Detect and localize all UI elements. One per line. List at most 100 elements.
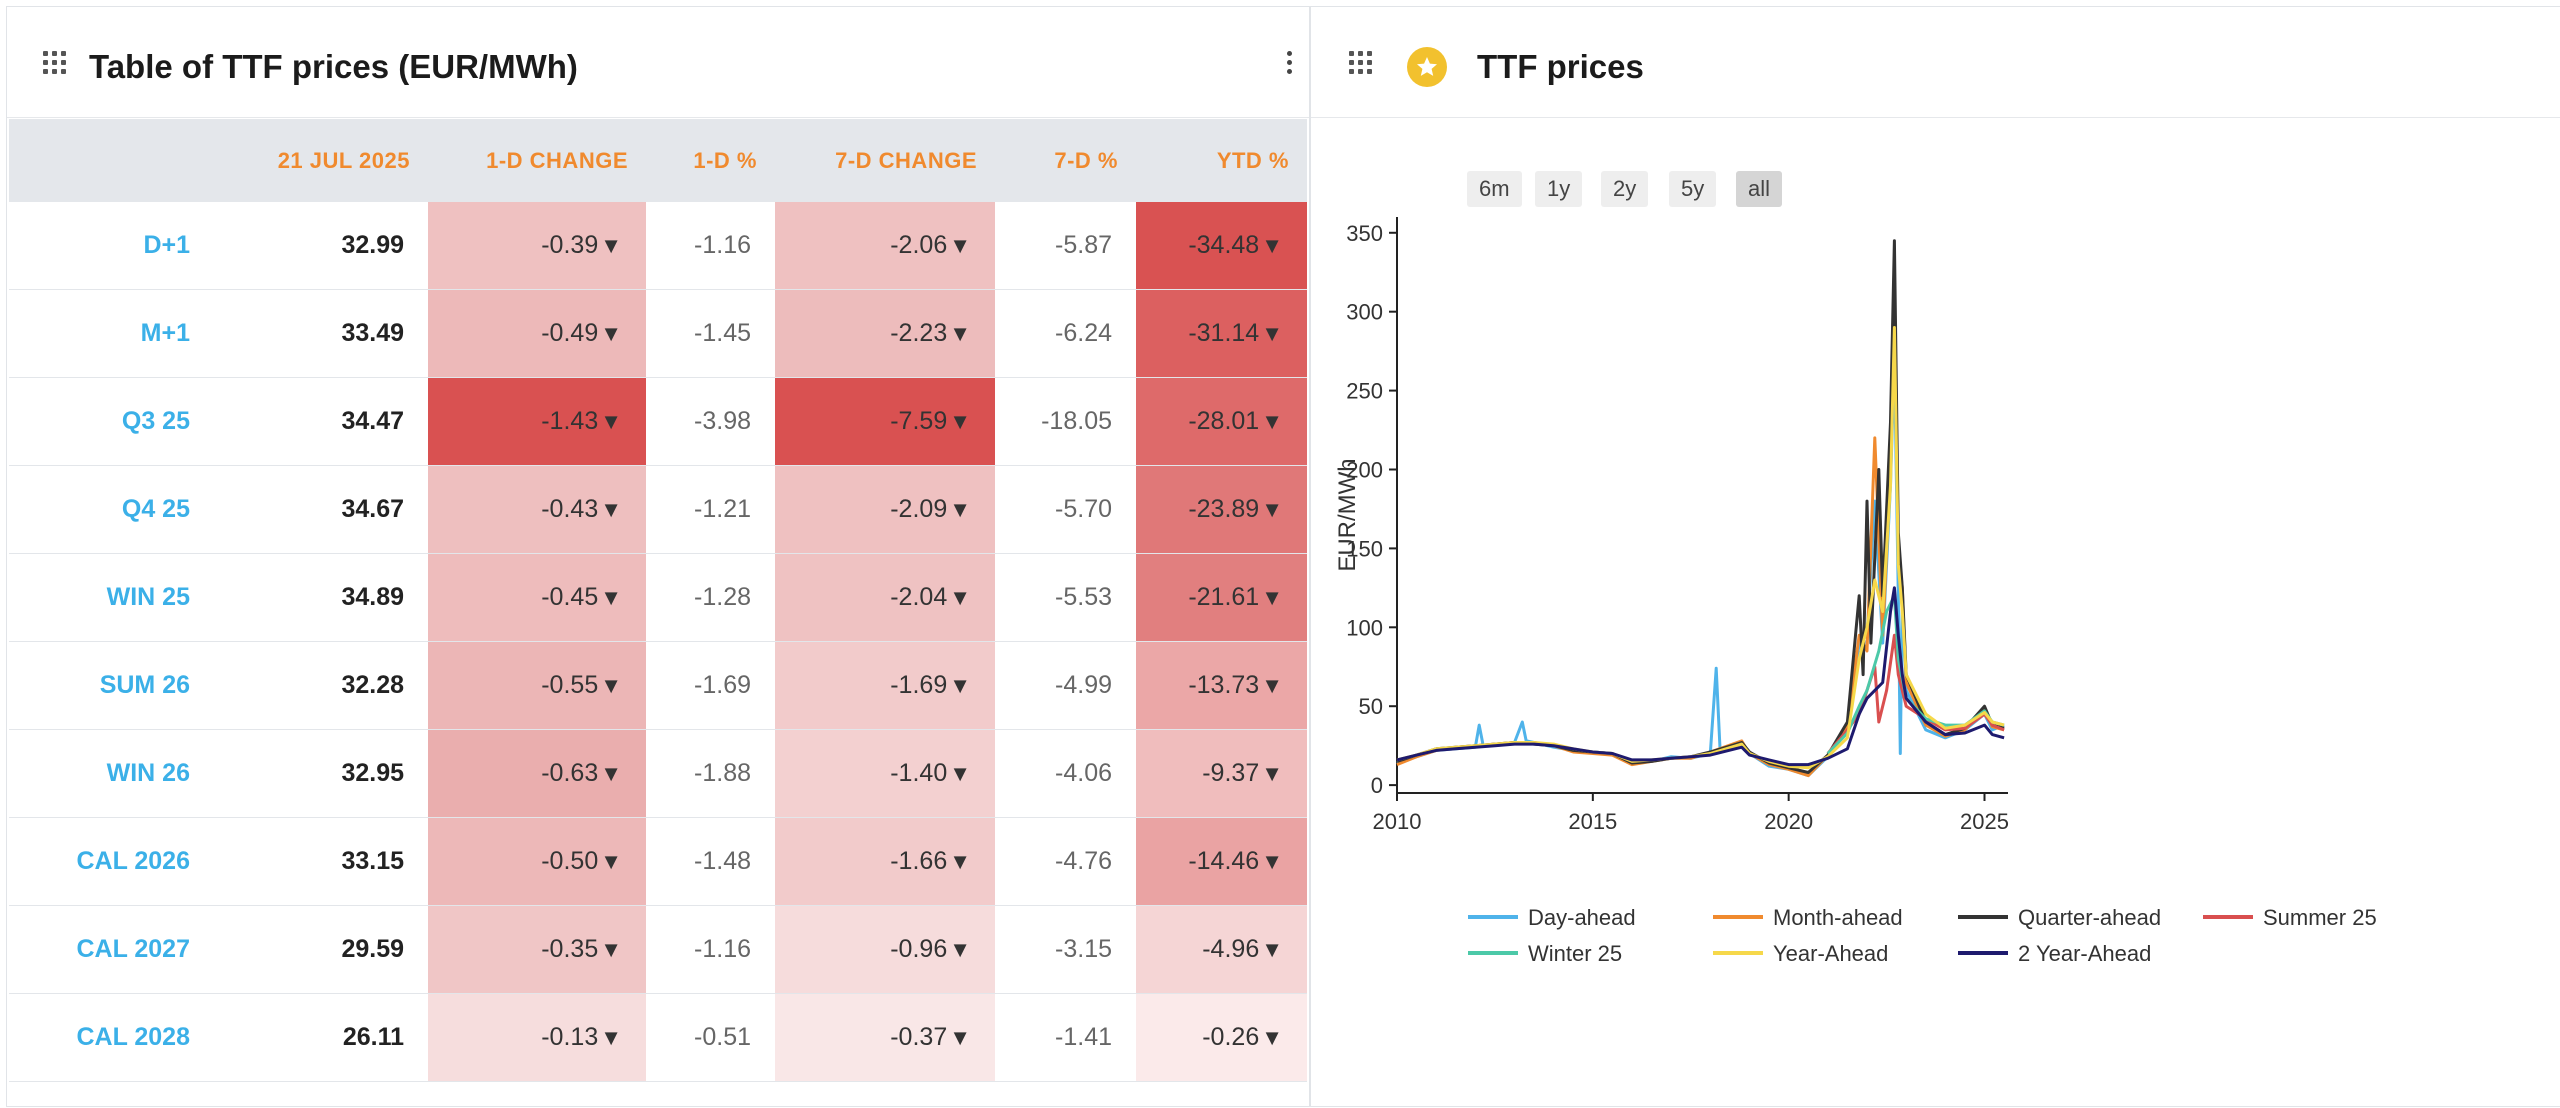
legend-item-year-ahead[interactable]: Year-Ahead bbox=[1713, 941, 1888, 966]
series-line-2-year-ahead[interactable] bbox=[1396, 586, 2005, 767]
column-header-7d-pct[interactable]: 7-D % bbox=[995, 119, 1136, 202]
column-header-7d-change[interactable]: 7-D CHANGE bbox=[775, 119, 995, 202]
range-button-all[interactable]: all bbox=[1736, 171, 1783, 207]
seven-day-change-cell: -2.04▼ bbox=[775, 553, 995, 642]
drag-handle-icon[interactable] bbox=[1349, 51, 1372, 74]
chart-legend: Day-ahead Month-ahead Quarter-ahead Summer … bbox=[1468, 905, 2377, 966]
range-button-6m[interactable]: 6m bbox=[1467, 171, 1522, 207]
table-row[interactable]: WIN 26 32.95 -0.63▼ -1.88 -1.40▼ -4.06 -9.37▼ bbox=[9, 729, 1307, 818]
row-label[interactable]: CAL 2028 bbox=[9, 993, 214, 1082]
table-row[interactable]: SUM 26 32.28 -0.55▼ -1.69 -1.69▼ -4.99 -13.73▼ bbox=[9, 641, 1307, 730]
seven-day-change-cell: -1.69▼ bbox=[775, 641, 995, 730]
one-day-pct-cell: -1.48 bbox=[646, 817, 775, 906]
column-header-ytd-pct[interactable]: YTD % bbox=[1136, 119, 1307, 202]
down-arrow-icon: ▼ bbox=[949, 585, 971, 610]
one-day-change-cell: -0.55▼ bbox=[428, 641, 646, 730]
cell-value: -2.23 bbox=[890, 319, 948, 347]
cell-value: -1.16 bbox=[694, 935, 751, 963]
cell-value: -0.45 bbox=[541, 583, 599, 611]
cell-value: -1.16 bbox=[694, 231, 751, 259]
row-label[interactable]: CAL 2026 bbox=[9, 817, 214, 906]
seven-day-pct-cell: -5.70 bbox=[995, 465, 1136, 554]
x-tick-label: 2020 bbox=[1764, 809, 1813, 834]
range-button-1y[interactable]: 1y bbox=[1535, 171, 1583, 207]
table-row[interactable]: WIN 25 34.89 -0.45▼ -1.28 -2.04▼ -5.53 -21.61▼ bbox=[9, 553, 1307, 642]
table-panel-header: Table of TTF prices (EUR/MWh) bbox=[7, 7, 1309, 118]
table-row[interactable]: CAL 2026 33.15 -0.50▼ -1.48 -1.66▼ -4.76 -14.4… bbox=[9, 817, 1307, 906]
table-row[interactable]: M+1 33.49 -0.49▼ -1.45 -2.23▼ -6.24 -31.14▼ bbox=[9, 289, 1307, 378]
table-row[interactable]: CAL 2027 29.59 -0.35▼ -1.16 -0.96▼ -3.15 -4.96… bbox=[9, 905, 1307, 994]
cell-value: 32.95 bbox=[341, 759, 404, 787]
one-day-pct-cell: -1.16 bbox=[646, 202, 775, 290]
column-header-date[interactable]: 21 JUL 2025 bbox=[214, 119, 428, 202]
range-button-2y[interactable]: 2y bbox=[1601, 171, 1649, 207]
row-label[interactable]: Q4 25 bbox=[9, 465, 214, 554]
row-label[interactable]: SUM 26 bbox=[9, 641, 214, 730]
one-day-pct-cell: -1.45 bbox=[646, 289, 775, 378]
cell-value: 33.15 bbox=[341, 847, 404, 875]
down-arrow-icon: ▼ bbox=[600, 585, 622, 610]
legend-item-2-year-ahead[interactable]: 2 Year-Ahead bbox=[1958, 941, 2151, 966]
down-arrow-icon: ▼ bbox=[949, 321, 971, 346]
cell-value: CAL 2027 bbox=[76, 935, 191, 963]
down-arrow-icon: ▼ bbox=[600, 409, 622, 434]
cell-value: -0.51 bbox=[694, 1023, 751, 1051]
down-arrow-icon: ▼ bbox=[1261, 849, 1283, 874]
price-table-panel: Table of TTF prices (EUR/MWh) 21 JUL 202… bbox=[6, 6, 1310, 1107]
down-arrow-icon: ▼ bbox=[600, 497, 622, 522]
seven-day-pct-cell: -4.76 bbox=[995, 817, 1136, 906]
cell-value: 34.89 bbox=[341, 583, 404, 611]
legend-item-month-ahead[interactable]: Month-ahead bbox=[1713, 905, 1903, 930]
cell-value: -1.41 bbox=[1055, 1023, 1112, 1051]
down-arrow-icon: ▼ bbox=[600, 849, 622, 874]
legend-label: 2 Year-Ahead bbox=[2018, 941, 2151, 966]
ytd-pct-cell: -28.01▼ bbox=[1136, 377, 1307, 466]
table-row[interactable]: Q3 25 34.47 -1.43▼ -3.98 -7.59▼ -18.05 -28.01▼ bbox=[9, 377, 1307, 466]
column-header[interactable] bbox=[9, 119, 214, 202]
table-row[interactable]: CAL 2028 26.11 -0.13▼ -0.51 -0.37▼ -1.41 -0.26… bbox=[9, 993, 1307, 1082]
seven-day-change-cell: -2.09▼ bbox=[775, 465, 995, 554]
cell-value: -1.45 bbox=[694, 319, 751, 347]
cell-value: -4.96 bbox=[1202, 935, 1260, 963]
more-options-icon[interactable] bbox=[1287, 51, 1295, 74]
table-body: D+1 32.99 -0.39▼ -1.16 -2.06▼ -5.87 -34.48▼ M+1… bbox=[9, 202, 1307, 1082]
legend-item-quarter-ahead[interactable]: Quarter-ahead bbox=[1958, 905, 2161, 930]
row-label[interactable]: CAL 2027 bbox=[9, 905, 214, 994]
column-header-1d-pct[interactable]: 1-D % bbox=[646, 119, 775, 202]
drag-handle-icon[interactable] bbox=[43, 51, 66, 74]
cell-value: 32.28 bbox=[341, 671, 404, 699]
table-row[interactable]: D+1 32.99 -0.39▼ -1.16 -2.06▼ -5.87 -34.48▼ bbox=[9, 202, 1307, 290]
chart-series-lines bbox=[1396, 239, 2005, 778]
favorite-star-icon[interactable] bbox=[1407, 47, 1447, 87]
row-label[interactable]: WIN 25 bbox=[9, 553, 214, 642]
cell-value: -14.46 bbox=[1188, 847, 1260, 875]
cell-value: 32.99 bbox=[341, 231, 404, 259]
y-tick-label: 200 bbox=[1346, 457, 1383, 482]
row-label[interactable]: WIN 26 bbox=[9, 729, 214, 818]
legend-item-summer-25[interactable]: Summer 25 bbox=[2203, 905, 2377, 930]
ttf-price-table: 21 JUL 2025 1-D CHANGE 1-D % 7-D CHANGE … bbox=[9, 119, 1307, 1082]
down-arrow-icon: ▼ bbox=[949, 233, 971, 258]
ttf-price-line-chart[interactable]: 0 50 100 150 200 250 300 350 2010 2015 2020 2025 Da… bbox=[1311, 7, 2560, 1108]
seven-day-change-cell: -0.96▼ bbox=[775, 905, 995, 994]
cell-value: -0.63 bbox=[541, 759, 599, 787]
row-label[interactable]: D+1 bbox=[9, 202, 214, 290]
series-line-day-ahead[interactable] bbox=[1396, 357, 2005, 778]
cell-value: -0.26 bbox=[1202, 1023, 1260, 1051]
legend-item-day-ahead[interactable]: Day-ahead bbox=[1468, 905, 1636, 930]
down-arrow-icon: ▼ bbox=[600, 1025, 622, 1050]
table-row[interactable]: Q4 25 34.67 -0.43▼ -1.21 -2.09▼ -5.70 -23.89▼ bbox=[9, 465, 1307, 554]
row-label[interactable]: M+1 bbox=[9, 289, 214, 378]
series-line-quarter-ahead[interactable] bbox=[1396, 239, 2005, 774]
one-day-pct-cell: -1.28 bbox=[646, 553, 775, 642]
seven-day-pct-cell: -5.87 bbox=[995, 202, 1136, 290]
row-label[interactable]: Q3 25 bbox=[9, 377, 214, 466]
y-tick-label: 150 bbox=[1346, 536, 1383, 561]
cell-value: CAL 2028 bbox=[76, 1023, 191, 1051]
cell-value: -3.15 bbox=[1055, 935, 1112, 963]
range-button-5y[interactable]: 5y bbox=[1669, 171, 1717, 207]
column-header-1d-change[interactable]: 1-D CHANGE bbox=[428, 119, 646, 202]
legend-item-winter-25[interactable]: Winter 25 bbox=[1468, 941, 1622, 966]
seven-day-change-cell: -7.59▼ bbox=[775, 377, 995, 466]
series-line-summer-25[interactable] bbox=[1826, 633, 2005, 755]
